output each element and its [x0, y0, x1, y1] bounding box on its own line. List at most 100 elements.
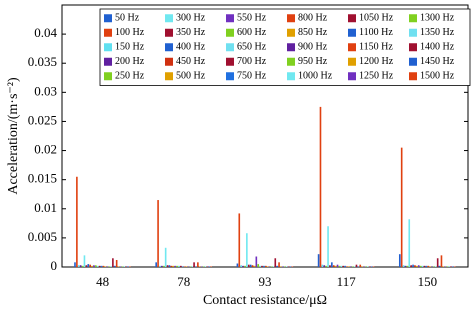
legend-label: 250 Hz: [115, 71, 145, 82]
bar: [200, 266, 203, 267]
x-tick-label: 150: [418, 274, 438, 289]
y-tick-label: 0.01: [34, 200, 57, 215]
bar: [285, 266, 288, 267]
legend-swatch: [104, 43, 112, 52]
legend-swatch: [287, 28, 295, 37]
legend-label: 800 Hz: [298, 13, 328, 24]
legend-label: 1250 Hz: [359, 71, 394, 82]
bar: [372, 266, 375, 267]
legend-swatch: [348, 14, 356, 23]
bar: [255, 256, 258, 267]
bar: [319, 106, 322, 267]
bar: [246, 233, 248, 267]
bar: [95, 265, 97, 267]
bar: [189, 266, 192, 267]
bar: [87, 264, 90, 267]
bar: [77, 265, 80, 267]
legend-swatch: [104, 28, 112, 37]
x-tick-label: 78: [177, 274, 190, 289]
legend-swatch: [409, 72, 417, 81]
bar: [268, 266, 271, 267]
bar: [195, 266, 197, 267]
bar: [332, 265, 335, 267]
bar: [253, 265, 256, 267]
bar: [329, 265, 331, 267]
legend-label: 600 Hz: [237, 27, 267, 38]
y-tick-label: 0.025: [28, 112, 57, 127]
bar: [85, 265, 88, 267]
bar: [210, 266, 212, 267]
bar: [278, 262, 280, 267]
bar: [270, 266, 273, 267]
legend-label: 700 Hz: [237, 56, 267, 67]
legend-swatch: [348, 43, 356, 52]
y-tick-label: 0.02: [34, 142, 57, 157]
bar: [157, 200, 159, 267]
legend-label: 950 Hz: [298, 56, 328, 67]
bar: [408, 219, 411, 267]
bar: [274, 258, 277, 267]
bar: [106, 266, 108, 267]
legend-swatch: [226, 72, 234, 81]
legend-box: [99, 8, 471, 86]
legend-label: 550 Hz: [237, 13, 267, 24]
bar: [416, 265, 418, 267]
bar: [172, 265, 175, 267]
bar: [367, 266, 369, 267]
legend-swatch: [226, 57, 234, 66]
bar: [266, 266, 269, 267]
legend-label: 1200 Hz: [359, 56, 394, 67]
bar: [117, 266, 120, 267]
bar: [287, 266, 290, 267]
legend-swatch: [409, 28, 417, 37]
bar: [91, 265, 93, 267]
legend-label: 100 Hz: [115, 27, 145, 38]
legend-label: 1150 Hz: [359, 42, 393, 53]
bar: [125, 266, 127, 267]
legend-label: 300 Hz: [176, 13, 206, 24]
bar: [436, 258, 439, 267]
bar: [115, 260, 118, 267]
bar: [197, 262, 199, 267]
legend-swatch: [165, 57, 173, 66]
bar: [238, 213, 241, 267]
legend-swatch: [287, 14, 295, 23]
legend-swatch: [104, 14, 112, 23]
bar: [83, 255, 86, 267]
bar: [433, 266, 435, 267]
legend-swatch: [226, 14, 234, 23]
bar: [242, 265, 244, 267]
bar: [438, 265, 441, 267]
bar: [108, 266, 110, 267]
legend-label: 850 Hz: [298, 27, 328, 38]
bar: [251, 265, 254, 267]
bar: [168, 265, 171, 267]
bar: [198, 266, 201, 267]
y-tick-label: 0: [51, 258, 58, 273]
bar: [208, 266, 211, 267]
legend-label: 150 Hz: [115, 42, 145, 53]
bar: [127, 266, 129, 267]
bar: [185, 266, 188, 267]
legend-label: 1000 Hz: [298, 71, 333, 82]
bar: [327, 226, 329, 267]
bar: [249, 264, 252, 267]
bar: [351, 266, 354, 267]
bar: [180, 265, 182, 267]
bar: [398, 254, 401, 267]
bar: [89, 264, 91, 267]
bar: [404, 265, 407, 267]
bar: [119, 266, 122, 267]
bar: [419, 265, 422, 267]
bar: [410, 265, 412, 267]
bar: [181, 266, 184, 267]
bar: [321, 264, 324, 267]
bar: [427, 265, 430, 267]
bar: [187, 266, 190, 267]
legend-label: 450 Hz: [176, 56, 206, 67]
bar: [291, 266, 294, 267]
bar: [323, 265, 326, 267]
bar: [359, 264, 362, 267]
bar: [417, 265, 420, 267]
